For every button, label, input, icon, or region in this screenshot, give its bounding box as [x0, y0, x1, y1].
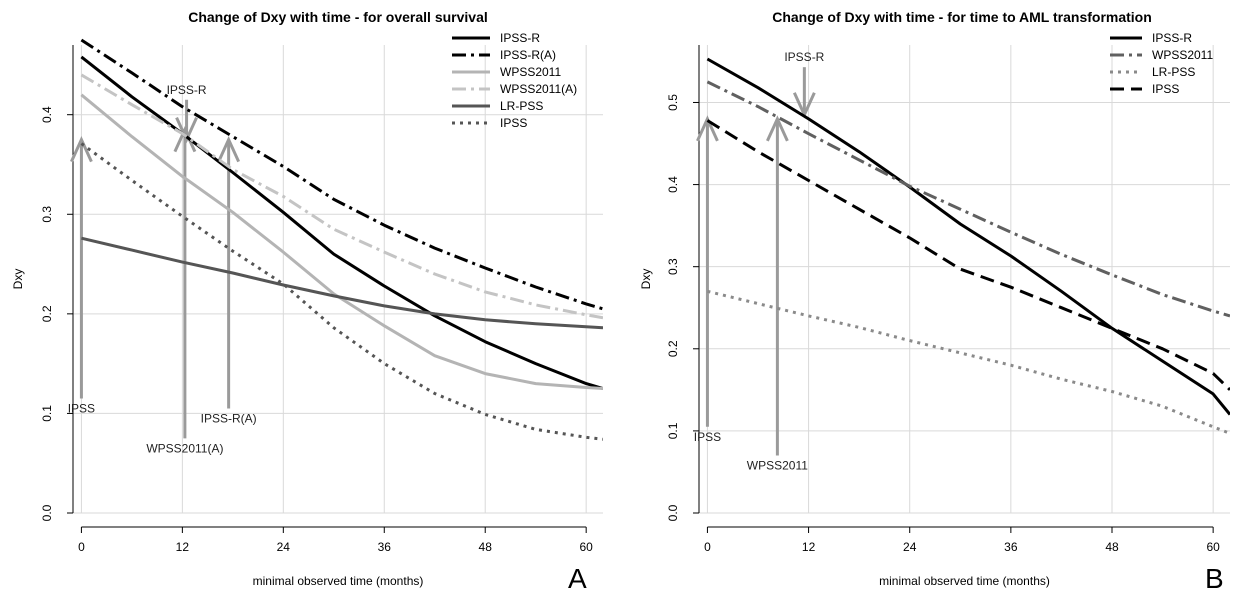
y-tick-label: 0.4: [666, 176, 680, 193]
legend-label: IPSS-R: [1152, 31, 1192, 45]
x-tick-label: 0: [704, 540, 711, 554]
y-tick-label: 0.2: [40, 305, 54, 322]
series-line-lr-pss: [707, 289, 1230, 435]
x-tick-label: 48: [479, 540, 493, 554]
chart-panel-a: 0 12 24 36 48 60 0.0 0.1 0.2 0.3 0.4 Change of Dxy …: [11, 9, 603, 594]
panel-label: A: [568, 563, 587, 594]
y-axis-label: Dxy: [11, 269, 25, 290]
legend-label: WPSS2011: [500, 65, 561, 79]
annotation-label: IPSS: [68, 401, 95, 415]
legend: IPSS-R WPSS2011 LR-PSS IPSS: [1110, 31, 1213, 96]
annotation-label: WPSS2011: [747, 459, 808, 473]
annotation-arrow-head: [217, 135, 241, 163]
series-line-wpss2011: [80, 93, 603, 390]
series-group: [706, 57, 1230, 435]
y-tick-label: 0.2: [666, 340, 680, 357]
legend-label: LR-PSS: [1152, 65, 1195, 79]
series-group: [80, 38, 603, 441]
annotation-label: IPSS-R: [167, 83, 207, 97]
series-line-wpss2011-a: [80, 73, 603, 320]
annotation-label: IPSS-R: [784, 50, 824, 64]
x-tick-label: 24: [277, 540, 291, 554]
series-line-ipss-r: [80, 55, 603, 390]
legend-label: IPSS-R(A): [500, 48, 556, 62]
x-tick-label: 48: [1105, 540, 1119, 554]
annotation-arrow-head: [70, 135, 93, 163]
annotation-arrow-head: [696, 115, 719, 142]
annotation-group: IPSS-R IPSS WPSS2011: [694, 50, 825, 472]
y-tick-label: 0.1: [40, 405, 54, 422]
x-tick-label: 60: [579, 540, 593, 554]
legend-label: WPSS2011(A): [500, 82, 577, 96]
y-tick-label: 0.3: [666, 258, 680, 275]
x-tick-label: 36: [1004, 540, 1018, 554]
legend-label: IPSS-R: [500, 31, 540, 45]
x-tick-label: 12: [802, 540, 816, 554]
series-line-ipss: [706, 119, 1230, 391]
x-tick-label: 0: [78, 540, 85, 554]
y-tick-label: 0.0: [40, 504, 54, 521]
annotation-arrow-head: [766, 115, 789, 142]
y-tick-label: 0.0: [666, 504, 680, 521]
annotation-arrow-head: [173, 126, 197, 153]
series-line-ipss-r: [706, 57, 1230, 416]
x-tick-label: 12: [176, 540, 190, 554]
series-line-ipss: [80, 142, 603, 441]
legend-label: IPSS: [500, 116, 527, 130]
annotation-label: IPSS-R(A): [201, 411, 257, 425]
y-tick-label: 0.5: [666, 94, 680, 111]
x-tick-label: 60: [1206, 540, 1220, 554]
panel-label: B: [1205, 563, 1224, 594]
legend: IPSS-R IPSS-R(A) WPSS2011 WPSS2011(A) LR-PSS…: [452, 31, 577, 130]
series-line-lr-pss: [81, 236, 603, 330]
y-tick-label: 0.4: [40, 106, 54, 123]
annotation-label: IPSS: [694, 430, 721, 444]
legend-label: LR-PSS: [500, 99, 543, 113]
series-line-ipss-r-a: [80, 38, 603, 311]
annotation-arrow-head: [175, 116, 198, 144]
y-axis-label: Dxy: [639, 269, 653, 290]
x-tick-label: 24: [903, 540, 917, 554]
series-line-wpss2011: [706, 80, 1230, 318]
chart-panel-b: 0 12 24 36 48 60 0.0 0.1 0.2 0.3 0.4 0.5 Change of D…: [639, 9, 1230, 594]
annotation-label: WPSS2011(A): [146, 441, 223, 455]
x-tick-label: 36: [378, 540, 392, 554]
legend-label: WPSS2011: [1152, 48, 1213, 62]
annotation-group: IPSS-R IPSS WPSS2011(A) IPSS-R(A): [68, 83, 257, 456]
legend-label: IPSS: [1152, 82, 1179, 96]
chart-title: Change of Dxy with time - for time to AM…: [772, 9, 1152, 25]
y-tick-label: 0.3: [40, 206, 54, 223]
y-tick-label: 0.1: [666, 422, 680, 439]
chart-title: Change of Dxy with time - for overall su…: [188, 9, 488, 25]
x-axis-label: minimal observed time (months): [879, 574, 1050, 588]
x-axis-label: minimal observed time (months): [253, 574, 424, 588]
